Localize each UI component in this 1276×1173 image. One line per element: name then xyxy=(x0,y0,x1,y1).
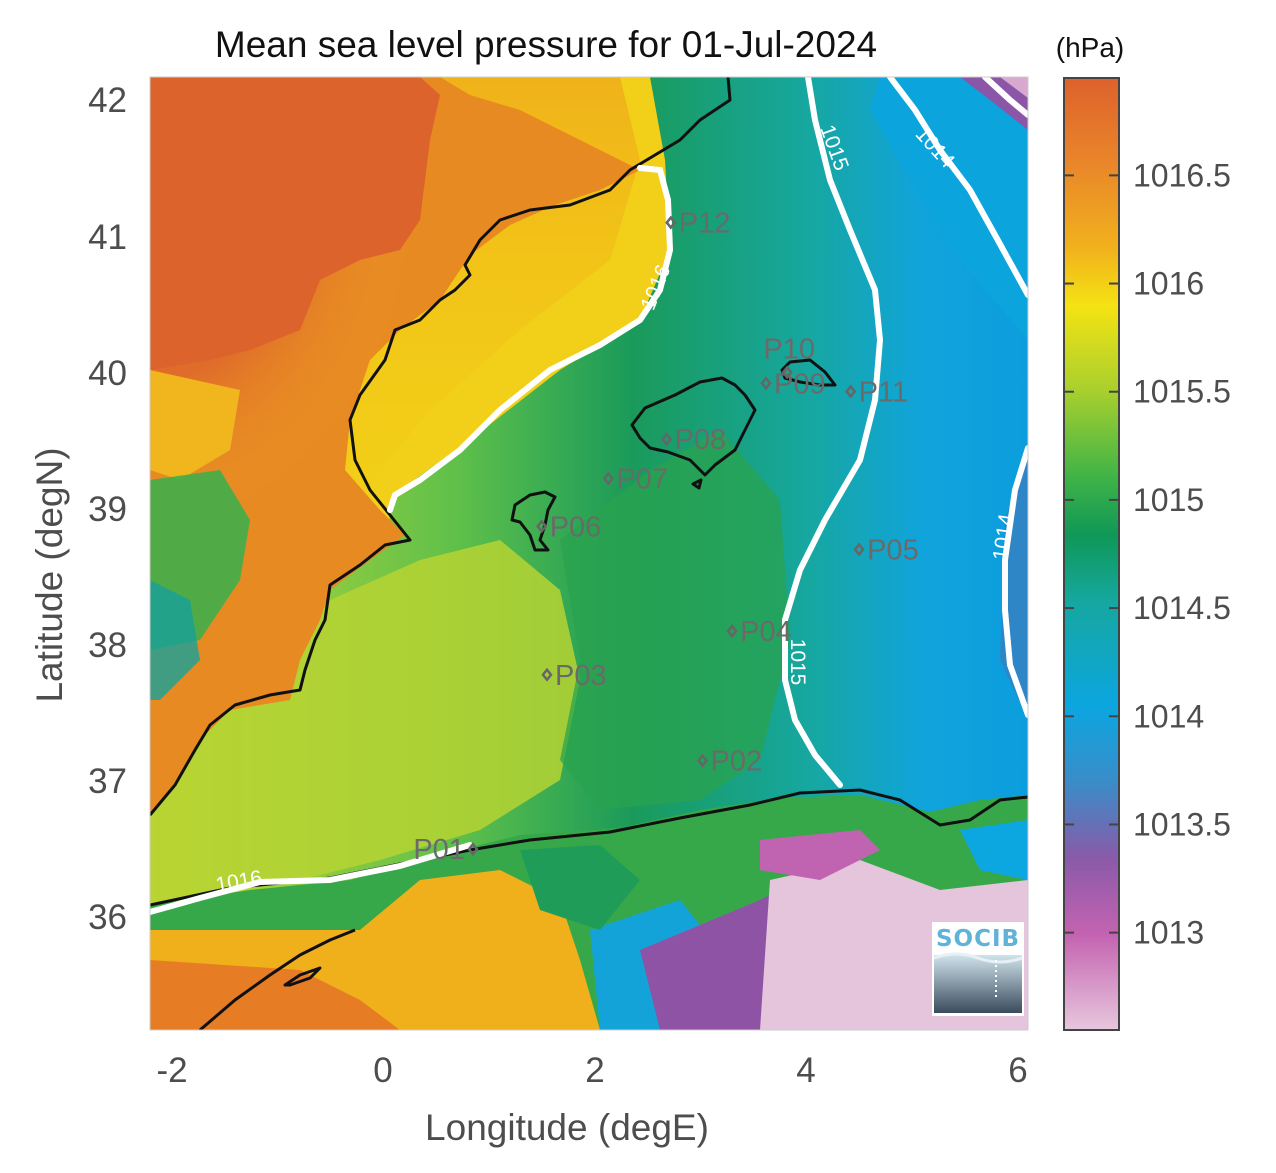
station-marker xyxy=(467,842,479,857)
station-label: P10 xyxy=(763,333,815,365)
y-tick-label: 36 xyxy=(88,898,127,937)
station-marker xyxy=(536,519,548,534)
station-marker xyxy=(665,215,677,230)
station-marker xyxy=(660,432,673,447)
x-tick-label: 6 xyxy=(1008,1051,1027,1090)
station-marker xyxy=(781,365,793,380)
isobar-1015 xyxy=(782,77,884,788)
colorbar-ticks: 1016.5 1016 1015.5 1015 1014.5 1014 1013.5 1013 xyxy=(1064,157,1231,951)
logo-wave xyxy=(933,952,1023,964)
station-marker xyxy=(602,471,614,486)
colorbar-gradient xyxy=(1063,77,1120,1031)
menorca-coastline xyxy=(780,358,837,387)
station-marker xyxy=(726,624,738,639)
station-marker xyxy=(696,753,709,768)
station-label: P02 xyxy=(711,746,763,778)
station-label: P01 xyxy=(413,834,465,866)
coastal-patch-3 xyxy=(150,580,200,700)
x-tick-label: 4 xyxy=(796,1051,815,1090)
y-tick-label: 40 xyxy=(88,354,127,393)
africa-west-hot xyxy=(150,960,400,1030)
station-marker xyxy=(853,542,865,557)
chart-title: Mean sea level pressure for 01-Jul-2024 xyxy=(215,24,877,65)
station-label: P06 xyxy=(550,511,602,543)
colorbar-tick-label: 1016.5 xyxy=(1133,157,1231,193)
station-label: P04 xyxy=(740,616,792,648)
colorbar-tick-label: 1013 xyxy=(1133,915,1204,951)
station-marker xyxy=(845,384,857,399)
contour-label-1015-south: 1015 xyxy=(786,639,809,686)
y-tick-label: 37 xyxy=(88,762,127,801)
isobar-1013-5 xyxy=(982,77,1028,118)
x-axis: -2 0 2 4 6 Longitude (degE) xyxy=(156,1051,1027,1148)
pressure-field: 1016 1016 1015 1015 1014 1014 P01P02P03P… xyxy=(150,77,1028,1030)
interior-high xyxy=(150,77,440,370)
logo-wave-panel xyxy=(934,955,1022,1013)
colorbar-tick-label: 1015 xyxy=(1133,482,1204,518)
colorbar-unit: (hPa) xyxy=(1056,32,1124,63)
station-label: P03 xyxy=(555,660,607,692)
y-axis: 42 41 40 39 38 37 36 Latitude (degN) xyxy=(29,81,127,937)
x-tick-label: -2 xyxy=(156,1051,187,1090)
iberia-coastline xyxy=(150,77,732,816)
africa-low-3 xyxy=(760,830,880,880)
isobar-1016-north xyxy=(387,165,674,513)
alboran-island xyxy=(283,966,322,987)
colorbar-tick-label: 1014 xyxy=(1133,698,1204,734)
cabrera-coastline xyxy=(691,478,703,490)
socib-logo: SOCIB xyxy=(932,922,1024,1016)
isobar-1014-north xyxy=(887,77,1028,298)
ibiza-coastline xyxy=(510,490,557,552)
colorbar-tick-label: 1016 xyxy=(1133,266,1204,302)
coastal-patch-1 xyxy=(150,370,240,480)
x-tick-label: 0 xyxy=(373,1051,392,1090)
y-tick-label: 42 xyxy=(88,81,127,120)
station-label: P09 xyxy=(774,368,826,400)
station-label: P11 xyxy=(859,376,908,408)
plot-frame xyxy=(149,76,1029,1031)
africa-green-patch xyxy=(520,845,640,930)
station-label: P05 xyxy=(867,534,919,566)
isobar-1016-south xyxy=(150,842,473,915)
colorbar: (hPa) 1016.5 1016 1015.5 1015 1014.5 1014 1013… xyxy=(1056,32,1231,1031)
colorbar-tick-label: 1013.5 xyxy=(1133,806,1231,842)
logo-text: SOCIB xyxy=(936,926,1020,952)
x-axis-label: Longitude (degE) xyxy=(425,1107,709,1148)
station-label: P12 xyxy=(679,208,731,240)
y-tick-label: 39 xyxy=(88,490,127,529)
isobars xyxy=(150,77,1028,915)
colorbar-tick-label: 1015.5 xyxy=(1133,374,1231,410)
isobar-1014-east xyxy=(1002,445,1028,718)
station-label: P07 xyxy=(616,464,668,496)
ne-lowest xyxy=(1000,77,1028,98)
ne-low-field xyxy=(870,77,1028,340)
station-marker xyxy=(541,667,553,682)
colorbar-tick-label: 1014.5 xyxy=(1133,590,1231,626)
y-axis-label: Latitude (degN) xyxy=(29,447,70,702)
station-marker xyxy=(760,376,772,391)
y-tick-label: 41 xyxy=(88,218,127,257)
y-tick-label: 38 xyxy=(88,626,127,665)
mallorca-coastline xyxy=(630,376,757,477)
africa-low-4 xyxy=(960,820,1028,880)
morocco-coastline xyxy=(199,928,356,1030)
x-tick-label: 2 xyxy=(585,1051,604,1090)
station-label: P08 xyxy=(675,424,727,456)
ne-deep-low xyxy=(960,77,1028,130)
